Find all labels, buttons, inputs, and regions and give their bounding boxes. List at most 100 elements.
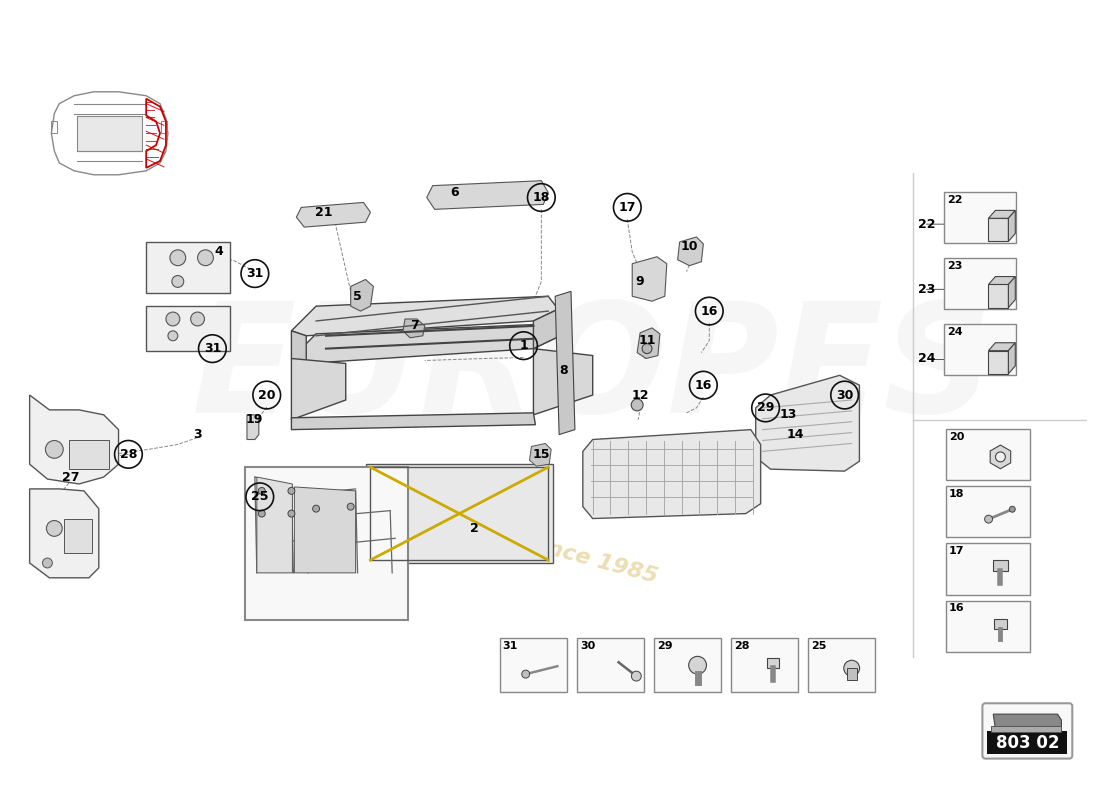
FancyBboxPatch shape [989,285,1009,307]
Polygon shape [989,342,1015,350]
Polygon shape [30,489,99,578]
Circle shape [844,660,859,676]
Circle shape [1010,506,1015,512]
FancyBboxPatch shape [946,429,1030,480]
Text: 18: 18 [532,191,550,204]
Circle shape [521,670,529,678]
Text: 22: 22 [947,194,962,205]
FancyBboxPatch shape [64,518,92,553]
Text: 29: 29 [657,641,672,650]
Polygon shape [847,668,857,680]
Text: 27: 27 [63,470,80,483]
FancyBboxPatch shape [576,638,645,692]
Circle shape [631,671,641,681]
FancyBboxPatch shape [982,703,1072,758]
Text: 3: 3 [194,428,202,441]
Text: 31: 31 [204,342,221,355]
Text: 19: 19 [245,414,263,426]
Text: 13: 13 [780,408,798,422]
Polygon shape [632,257,667,302]
Circle shape [288,510,295,517]
Text: 20: 20 [949,432,965,442]
Polygon shape [248,415,258,439]
FancyBboxPatch shape [946,543,1030,594]
Text: 16: 16 [949,603,965,614]
FancyBboxPatch shape [945,191,1015,243]
Circle shape [172,275,184,287]
Text: 31: 31 [246,267,264,280]
Text: 28: 28 [734,641,749,650]
Text: 22: 22 [917,218,935,230]
FancyBboxPatch shape [988,731,1067,754]
Text: 15: 15 [532,448,550,461]
Text: a passion for parts since 1985: a passion for parts since 1985 [288,470,660,587]
Polygon shape [756,375,859,471]
Polygon shape [296,202,371,227]
Polygon shape [292,413,536,430]
Circle shape [631,399,644,411]
FancyBboxPatch shape [654,638,722,692]
Text: 17: 17 [949,546,965,556]
Polygon shape [292,358,345,420]
Text: 23: 23 [917,283,935,296]
Text: 803 02: 803 02 [996,734,1059,752]
Polygon shape [427,181,548,210]
Polygon shape [292,324,558,363]
Polygon shape [529,443,551,466]
Polygon shape [767,658,779,668]
Text: EUROPES: EUROPES [191,296,993,445]
Polygon shape [989,210,1015,218]
Text: 4: 4 [214,246,223,258]
Text: 11: 11 [638,334,656,347]
Polygon shape [1009,342,1015,374]
Text: 23: 23 [947,261,962,270]
Text: 21: 21 [316,206,333,219]
FancyBboxPatch shape [77,115,142,151]
Text: 5: 5 [353,290,362,302]
Text: 29: 29 [757,402,774,414]
Text: 14: 14 [786,428,804,441]
Polygon shape [534,349,593,415]
Text: 16: 16 [695,378,712,392]
Text: 30: 30 [836,389,854,402]
Circle shape [190,312,205,326]
Polygon shape [365,464,553,563]
FancyBboxPatch shape [732,638,799,692]
Polygon shape [993,714,1062,728]
Text: 31: 31 [503,641,518,650]
Polygon shape [534,309,558,349]
Polygon shape [351,279,373,311]
Text: 10: 10 [681,240,698,254]
Text: 2: 2 [470,522,478,535]
Circle shape [198,250,213,266]
FancyBboxPatch shape [146,242,230,294]
Circle shape [169,250,186,266]
Text: 12: 12 [631,389,649,402]
Polygon shape [403,319,425,338]
FancyBboxPatch shape [245,467,408,620]
Circle shape [46,521,63,536]
Text: 24: 24 [947,327,962,337]
Text: 30: 30 [580,641,595,650]
Polygon shape [990,445,1011,469]
Text: 16: 16 [701,305,718,318]
Circle shape [348,503,354,510]
Circle shape [996,452,1005,462]
FancyBboxPatch shape [499,638,566,692]
Circle shape [642,344,652,354]
Circle shape [258,510,265,517]
Text: 24: 24 [917,352,935,365]
Text: 6: 6 [450,186,459,199]
Polygon shape [583,430,760,518]
Polygon shape [637,328,660,358]
Circle shape [166,312,179,326]
Polygon shape [1009,277,1015,307]
Polygon shape [993,619,1008,629]
Polygon shape [556,291,575,434]
FancyBboxPatch shape [946,486,1030,538]
Polygon shape [989,277,1015,285]
Polygon shape [256,477,293,573]
Circle shape [689,656,706,674]
Text: 25: 25 [251,490,268,503]
Text: 18: 18 [949,489,965,499]
